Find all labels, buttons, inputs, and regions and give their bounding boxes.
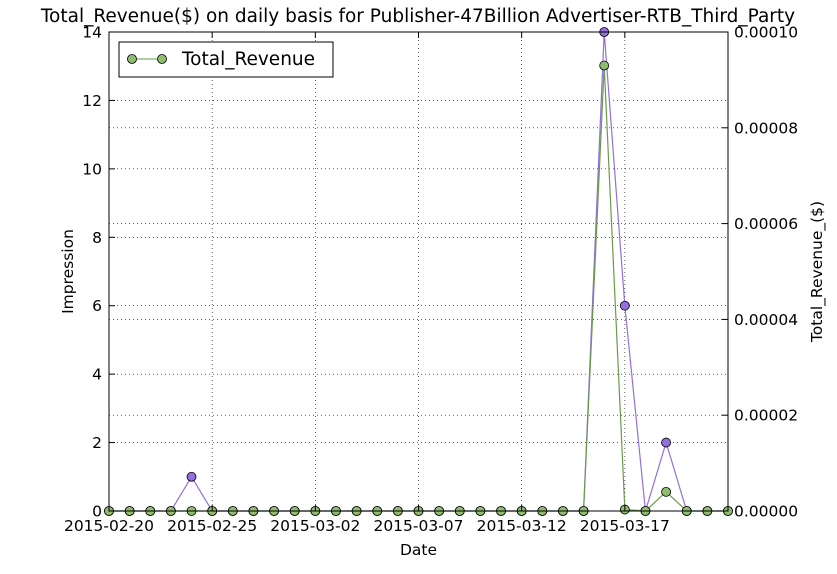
y-axis-label-left: Impression	[59, 229, 77, 314]
legend-label: Total_Revenue	[181, 49, 315, 70]
data-point	[661, 437, 671, 448]
grid	[108, 31, 728, 512]
y-tick-label-right: 0.00006	[734, 215, 798, 233]
chart-title: Total_Revenue($) on daily basis for Publ…	[40, 6, 795, 27]
legend-marker	[157, 54, 167, 64]
plot-frame	[108, 31, 729, 512]
y-tick-label-right: 0.00000	[734, 503, 798, 521]
data-point	[619, 300, 630, 311]
y-tick-label-right: 0.00008	[734, 119, 798, 137]
x-tick-label: 2015-03-07	[373, 517, 463, 535]
x-tick-label: 2015-02-20	[64, 517, 154, 535]
data-point	[661, 486, 671, 497]
y-tick-label-left: 4	[92, 366, 102, 384]
y-tick-label-left: 14	[82, 24, 102, 42]
x-tick-label: 2015-02-25	[167, 517, 257, 535]
y-tick-label-left: 6	[92, 297, 102, 315]
x-tick-label: 2015-03-17	[580, 517, 670, 535]
x-tick-label: 2015-03-02	[270, 517, 360, 535]
legend: Total_Revenue	[118, 41, 334, 78]
data-point	[599, 60, 610, 71]
y-tick-label-left: 0	[92, 503, 102, 521]
y-axis-label-right: Total_Revenue_($)	[808, 201, 827, 343]
series-line	[109, 31, 728, 512]
y-tick-label-right: 0.00010	[734, 24, 798, 42]
x-tick-label: 2015-03-12	[477, 517, 567, 535]
y-tick-label-right: 0.00002	[734, 407, 798, 425]
y-tick-label-right: 0.00004	[734, 311, 798, 329]
y-tick-label-left: 10	[82, 160, 102, 178]
data-point	[186, 471, 197, 482]
y-tick-label-left: 12	[82, 92, 102, 110]
legend-marker	[127, 54, 137, 64]
y-tick-label-left: 2	[92, 434, 102, 452]
y-tick-label-left: 8	[92, 229, 102, 247]
axis-ticks: 2015-02-20 2015-02-25 2015-03-02 2015-03-07…	[64, 24, 798, 536]
x-axis-label: Date	[400, 541, 437, 559]
